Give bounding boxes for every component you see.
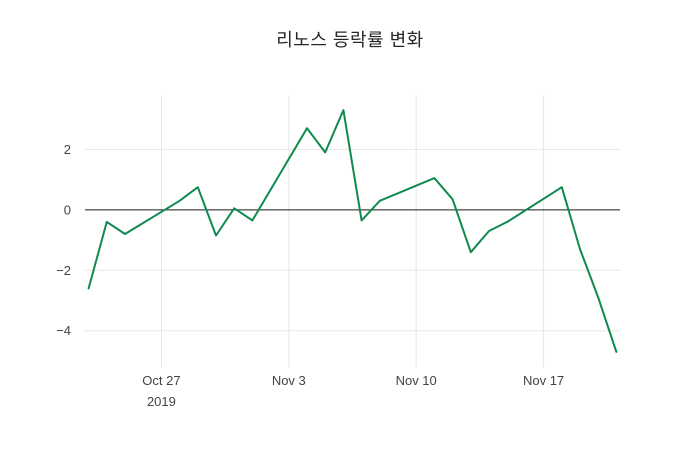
x-tick-label: Nov 10 xyxy=(396,373,437,388)
y-tick-label: 2 xyxy=(64,142,71,157)
series-line-0 xyxy=(87,109,618,353)
chart-title: 리노스 등락률 변화 xyxy=(276,30,424,50)
x-tick-label: Nov 3 xyxy=(272,373,306,388)
y-tick-label: 0 xyxy=(64,202,71,217)
y-tick-label: −4 xyxy=(56,323,71,338)
y-tick-label: −2 xyxy=(56,263,71,278)
x-tick-label: Nov 17 xyxy=(523,373,564,388)
x-tick-label: Oct 27 xyxy=(142,373,180,388)
x-tick-sublabel: 2019 xyxy=(147,394,176,409)
